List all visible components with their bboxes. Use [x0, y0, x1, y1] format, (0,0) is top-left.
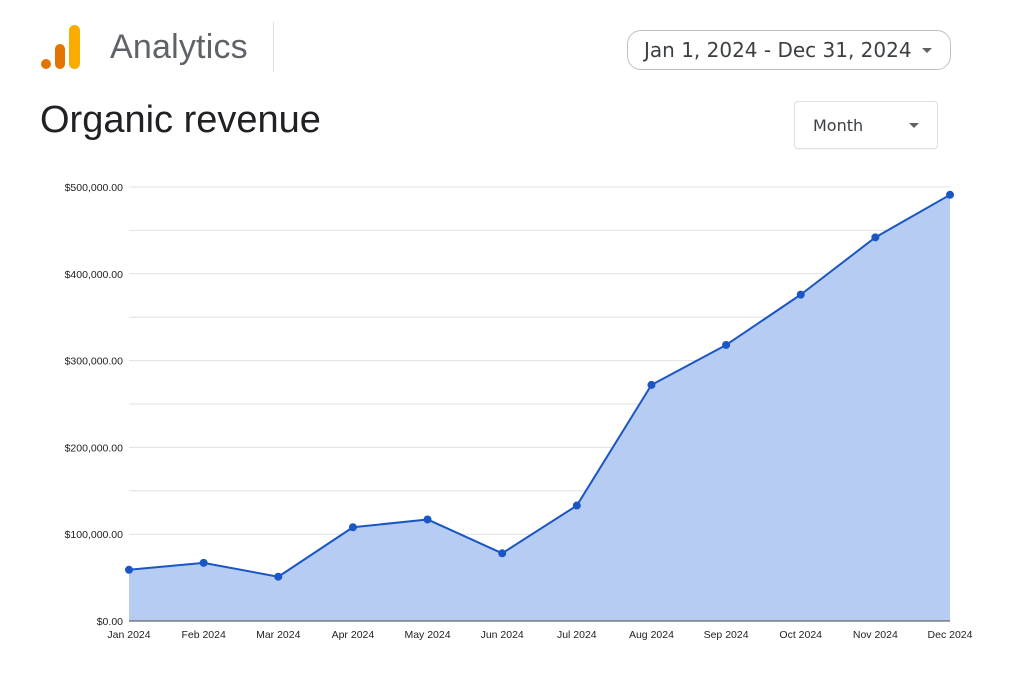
x-tick-label: Nov 2024 [853, 629, 898, 641]
x-tick-label: Dec 2024 [928, 629, 973, 641]
y-tick-label: $300,000.00 [65, 356, 124, 368]
logo-bar-tall [69, 25, 80, 69]
logo-dot [41, 59, 51, 69]
data-point-jan-2024 [125, 565, 133, 574]
brand-name: Analytics [110, 28, 248, 66]
y-tick-label: $0.00 [97, 616, 123, 628]
data-point-may-2024 [423, 515, 432, 524]
series-area-fill [129, 194, 950, 621]
y-tick-label: $500,000.00 [65, 182, 124, 194]
period-select-value: Month [813, 115, 864, 135]
chart-container: $0.00 $100,000.00 $200,000.00 $300,000.00 $4… [0, 160, 1024, 650]
y-tick-label: $400,000.00 [65, 269, 124, 281]
data-point-jun-2024 [498, 549, 507, 558]
date-range-label: Jan 1, 2024 - Dec 31, 2024 [644, 38, 912, 62]
page-title: Organic revenue [40, 99, 321, 141]
dropdown-caret-icon [909, 123, 919, 128]
series-line [128, 193, 951, 578]
y-tick-label: $100,000.00 [65, 529, 124, 541]
x-tick-label: May 2024 [404, 629, 450, 641]
dropdown-caret-icon [922, 48, 932, 53]
header-divider [273, 22, 274, 72]
x-tick-label: Jan 2024 [107, 629, 150, 641]
x-tick-label: Oct 2024 [779, 629, 822, 641]
data-point-nov-2024 [871, 233, 880, 242]
data-point-oct-2024 [796, 290, 805, 299]
data-point-feb-2024 [199, 558, 208, 567]
period-select[interactable]: Month [794, 101, 938, 149]
analytics-logo-icon [41, 25, 80, 69]
data-point-jul-2024 [572, 501, 581, 510]
data-point-mar-2024 [274, 572, 283, 581]
x-tick-label: Sep 2024 [704, 629, 749, 641]
date-range-picker[interactable]: Jan 1, 2024 - Dec 31, 2024 [627, 30, 951, 70]
x-tick-label: Mar 2024 [256, 629, 301, 641]
x-tick-label: Jul 2024 [557, 629, 597, 641]
data-point-sep-2024 [722, 340, 731, 349]
x-tick-label: Jun 2024 [481, 629, 524, 641]
x-tick-label: Feb 2024 [181, 629, 226, 641]
data-point-apr-2024 [348, 523, 357, 532]
data-point-dec-2024 [946, 190, 954, 199]
data-point-aug-2024 [647, 380, 656, 389]
x-tick-label: Aug 2024 [629, 629, 674, 641]
revenue-area-chart: $0.00 $100,000.00 $200,000.00 $300,000.00 $4… [65, 182, 973, 641]
y-tick-label: $200,000.00 [65, 442, 124, 454]
logo-bar-mid [55, 44, 65, 69]
x-tick-label: Apr 2024 [332, 629, 375, 641]
